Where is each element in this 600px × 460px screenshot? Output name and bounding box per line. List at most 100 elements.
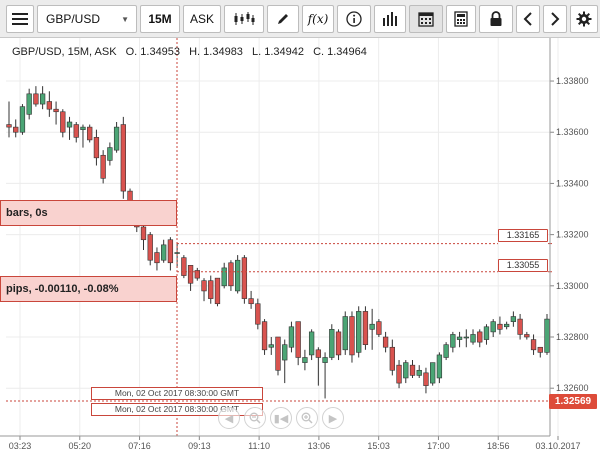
candle	[456, 331, 463, 348]
scroll-forward-button[interactable]: ▶	[322, 407, 344, 429]
x-tick-label: 11:10	[248, 441, 270, 451]
candle	[228, 260, 234, 291]
candle-body	[409, 364, 416, 376]
candle	[248, 290, 254, 309]
volume-button[interactable]	[374, 5, 406, 33]
candle	[234, 255, 241, 294]
menu-button[interactable]	[6, 5, 34, 33]
candle-body	[87, 126, 93, 141]
candle	[396, 360, 402, 389]
candle	[154, 247, 160, 271]
candle-body	[113, 126, 120, 151]
candle	[19, 104, 26, 135]
candle-body	[382, 336, 389, 348]
symbol-dropdown-icon: ▼	[121, 14, 129, 24]
candle	[93, 129, 100, 166]
candle-body	[335, 331, 342, 356]
candle-body	[322, 357, 328, 363]
candle	[517, 313, 523, 340]
price-type-button[interactable]: ASK	[183, 5, 221, 33]
close-value: C. 1.34964	[313, 46, 367, 58]
candle-body	[140, 226, 147, 241]
candle-body	[147, 234, 153, 261]
candle-body	[315, 349, 322, 358]
candle	[416, 365, 422, 378]
zoom-out-button[interactable]	[244, 407, 266, 429]
pencil-draw-icon	[278, 14, 288, 24]
candle-body	[490, 321, 496, 333]
candle	[423, 367, 429, 394]
high-value: H. 1.34983	[189, 46, 243, 58]
candle-body	[6, 124, 12, 128]
candle	[443, 342, 449, 361]
chart-type-button[interactable]	[224, 5, 264, 33]
price-level-tag-2: 1.33055	[498, 259, 548, 272]
candle-body	[497, 323, 503, 330]
functions-button[interactable]: f(x)	[302, 5, 334, 33]
candle-body	[275, 336, 281, 371]
candle	[362, 306, 369, 350]
candle-body	[26, 93, 32, 115]
candle	[33, 86, 39, 107]
candle-body	[174, 252, 180, 254]
triangle-right-icon: ▶	[328, 412, 338, 425]
draw-button[interactable]	[267, 5, 299, 33]
zoom-in-button[interactable]	[296, 407, 318, 429]
info-button[interactable]	[337, 5, 371, 33]
price-type-label: ASK	[189, 12, 214, 26]
crosshair-time-tag-1: Mon, 02 Oct 2017 08:30:00 GMT	[91, 387, 263, 400]
candle-body	[530, 339, 537, 351]
candle-body	[376, 321, 382, 335]
candle	[46, 91, 53, 117]
x-tick-label: 15:03	[367, 441, 390, 451]
y-tick-label: 1.33800	[556, 76, 589, 86]
scroll-right-button[interactable]	[543, 5, 567, 33]
triangle-left-icon: ◀	[224, 412, 234, 425]
price-level-tag-1: 1.33165	[498, 229, 548, 242]
pips-measure-label: pips, -0.00110, -0.08%	[6, 283, 119, 295]
calculator-icon	[454, 11, 468, 27]
ohlc-info-line: GBP/USD, 15M, ASK O. 1.34953 H. 1.34983 …	[12, 46, 373, 58]
candle-body	[248, 298, 254, 305]
candle	[107, 142, 113, 166]
settings-button[interactable]	[570, 5, 598, 33]
candle-body	[463, 336, 469, 339]
scroll-left-button[interactable]	[516, 5, 540, 33]
lock-button[interactable]	[479, 5, 513, 33]
candle	[544, 313, 550, 355]
candle	[329, 324, 335, 361]
calculator-button[interactable]	[446, 5, 476, 33]
calendar-button[interactable]	[409, 5, 443, 33]
candle	[342, 311, 348, 355]
y-tick-label: 1.33000	[556, 281, 589, 291]
symbol-selector[interactable]: GBP/USD ▼	[37, 5, 137, 33]
candle	[530, 334, 537, 355]
x-tick-label: 03.10.2017	[535, 441, 580, 451]
toolbar: GBP/USD ▼ 15M ASK f(x)	[0, 0, 600, 38]
scroll-back-button[interactable]: ◀	[218, 407, 240, 429]
candle-body	[19, 106, 26, 133]
candle-body	[80, 126, 86, 130]
candle	[497, 316, 503, 335]
candle	[120, 116, 126, 199]
y-tick-label: 1.32800	[556, 332, 589, 342]
candle	[537, 346, 543, 358]
candle-body	[308, 331, 315, 356]
y-tick-label: 1.33200	[556, 230, 589, 240]
timeframe-button[interactable]: 15M	[140, 5, 180, 33]
candle	[26, 88, 32, 120]
candle	[6, 101, 12, 138]
candle	[100, 150, 106, 184]
candle	[349, 311, 355, 363]
candle-body	[261, 321, 268, 351]
reset-view-button[interactable]: ▮◀	[270, 407, 292, 429]
candle	[356, 306, 362, 358]
x-tick-label: 05:20	[69, 441, 92, 451]
candle-body	[33, 93, 39, 105]
candle-body	[349, 316, 355, 356]
x-tick-label: 17:00	[427, 441, 450, 451]
chevron-left-icon	[523, 12, 532, 26]
candle-body	[416, 369, 422, 376]
candle	[187, 265, 194, 291]
